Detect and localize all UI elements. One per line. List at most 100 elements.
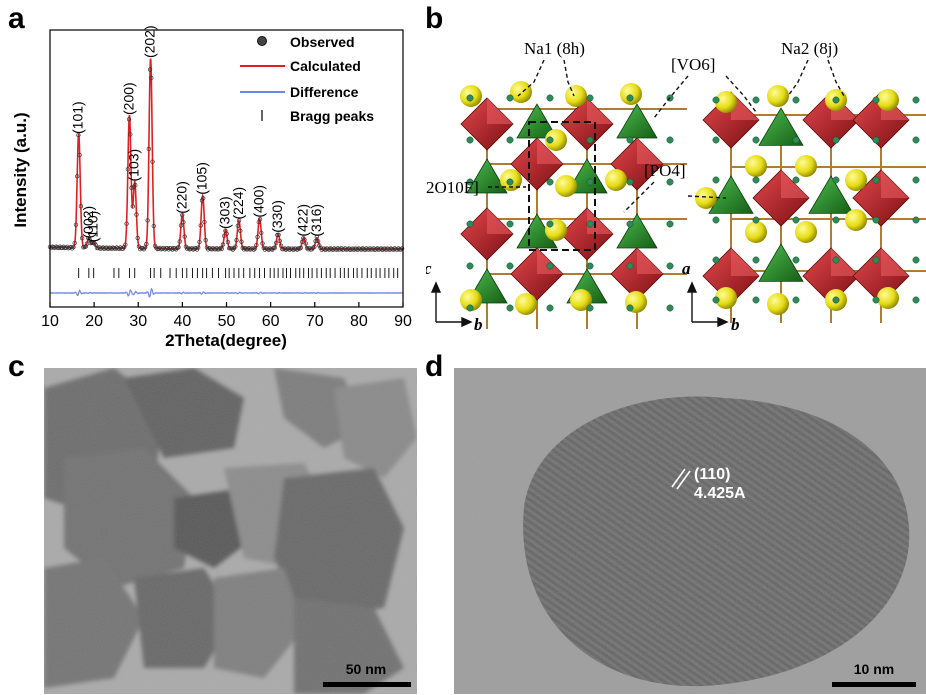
o-atom [586,304,594,312]
difference-curve [49,287,404,298]
observed-point [87,237,92,242]
na-atom [565,85,587,107]
observed-point [314,234,320,240]
peak-label: (110) [85,211,101,243]
peak-label: (200) [120,82,136,115]
observed-point [130,204,135,209]
peak-label: (303) [217,196,233,229]
observed-point [255,234,260,240]
observed-point [235,223,240,228]
na-atom [745,155,767,177]
legend-bragg: Bragg peaks [290,108,374,124]
o-atom [586,94,594,102]
peak-label: (105) [194,162,210,195]
observed-point [236,218,242,223]
scale-bar [832,682,916,687]
observed-point [313,239,318,244]
legend: Observed Calculated Difference Bragg pea… [240,34,374,124]
o-atom [666,220,674,228]
o-atom [546,304,554,312]
o-atom [626,178,634,186]
observed-point [299,239,305,245]
hrtem-image-d: (110) 4.425A 10 nm [454,368,926,694]
na-atom [715,91,737,113]
axis-label-c: c [426,259,432,278]
o-atom [626,262,634,270]
observed-point [78,204,84,209]
o-atom [832,96,840,104]
observed-point [198,223,203,228]
observed-point [149,75,154,81]
observed-point [86,236,91,241]
observed-point [220,242,226,247]
observed-point [73,222,79,227]
observed-point [124,221,129,226]
observed-point [251,247,257,252]
o-atom [752,216,760,224]
o-atom [712,216,720,224]
o-atom [912,296,920,304]
o-atom [546,136,554,144]
peak-label: (316) [308,204,324,237]
o-atom [506,220,514,228]
x-tick-label: 50 [218,313,236,330]
o-atom [872,136,880,144]
panel-label-a: a [8,2,25,35]
observed-point [135,235,140,241]
o-atom [626,136,634,144]
xrd-chart: (101) (002)(110) (200) (103) (202) (220) (105)… [11,25,412,350]
o-atom [506,136,514,144]
o-atom [466,94,474,102]
o-atom [792,216,800,224]
observed-point [133,182,138,188]
observed-point [239,239,244,244]
observed-point [72,240,77,246]
o-atom [586,136,594,144]
o-atom [626,304,634,312]
peak-label: (101) [70,101,86,134]
observed-point [180,212,185,218]
observed-point [70,246,75,251]
na-atom [570,289,592,311]
na-atom [845,169,867,191]
o-atom [506,304,514,312]
observed-point [259,230,264,236]
observed-point [250,246,255,251]
peak-label: (002) [80,206,96,239]
o-atom [752,176,760,184]
o-atom [912,136,920,144]
observed-point [125,167,130,172]
observed-point [201,196,206,201]
na-atom [555,175,577,197]
o-atom [752,136,760,144]
observed-point [193,246,198,251]
observed-point [196,245,201,250]
o-atom [792,256,800,264]
na-atom [795,155,817,177]
y-axis-label: Intensity (a.u.) [11,112,30,227]
crystal-structure-figure: Na1 (8h) [VO6] Na2 (8j) [V2O10F] [PO4] c… [426,39,926,334]
observed-point [312,244,317,249]
observed-point [238,228,243,233]
o-atom [832,176,840,184]
legend-calculated: Calculated [290,58,361,74]
observed-point [182,234,187,239]
o-atom [752,296,760,304]
o-atom [546,262,554,270]
label-leader-lines [488,59,845,213]
po4-tetrahedron [758,243,804,282]
o-atom [872,216,880,224]
o-atom [792,296,800,304]
observed-point [147,67,153,72]
structure-view-ab [695,85,926,323]
observed-point [128,132,133,137]
lattice-marker [671,468,691,490]
o-atom [506,262,514,270]
observed-point [315,238,321,244]
axis-label-a: a [682,259,691,278]
panel-label-b: b [425,2,444,35]
legend-observed-marker [257,36,267,46]
legend-difference: Difference [290,84,359,100]
peak-label: (330) [269,200,285,233]
observed-point [140,246,145,251]
